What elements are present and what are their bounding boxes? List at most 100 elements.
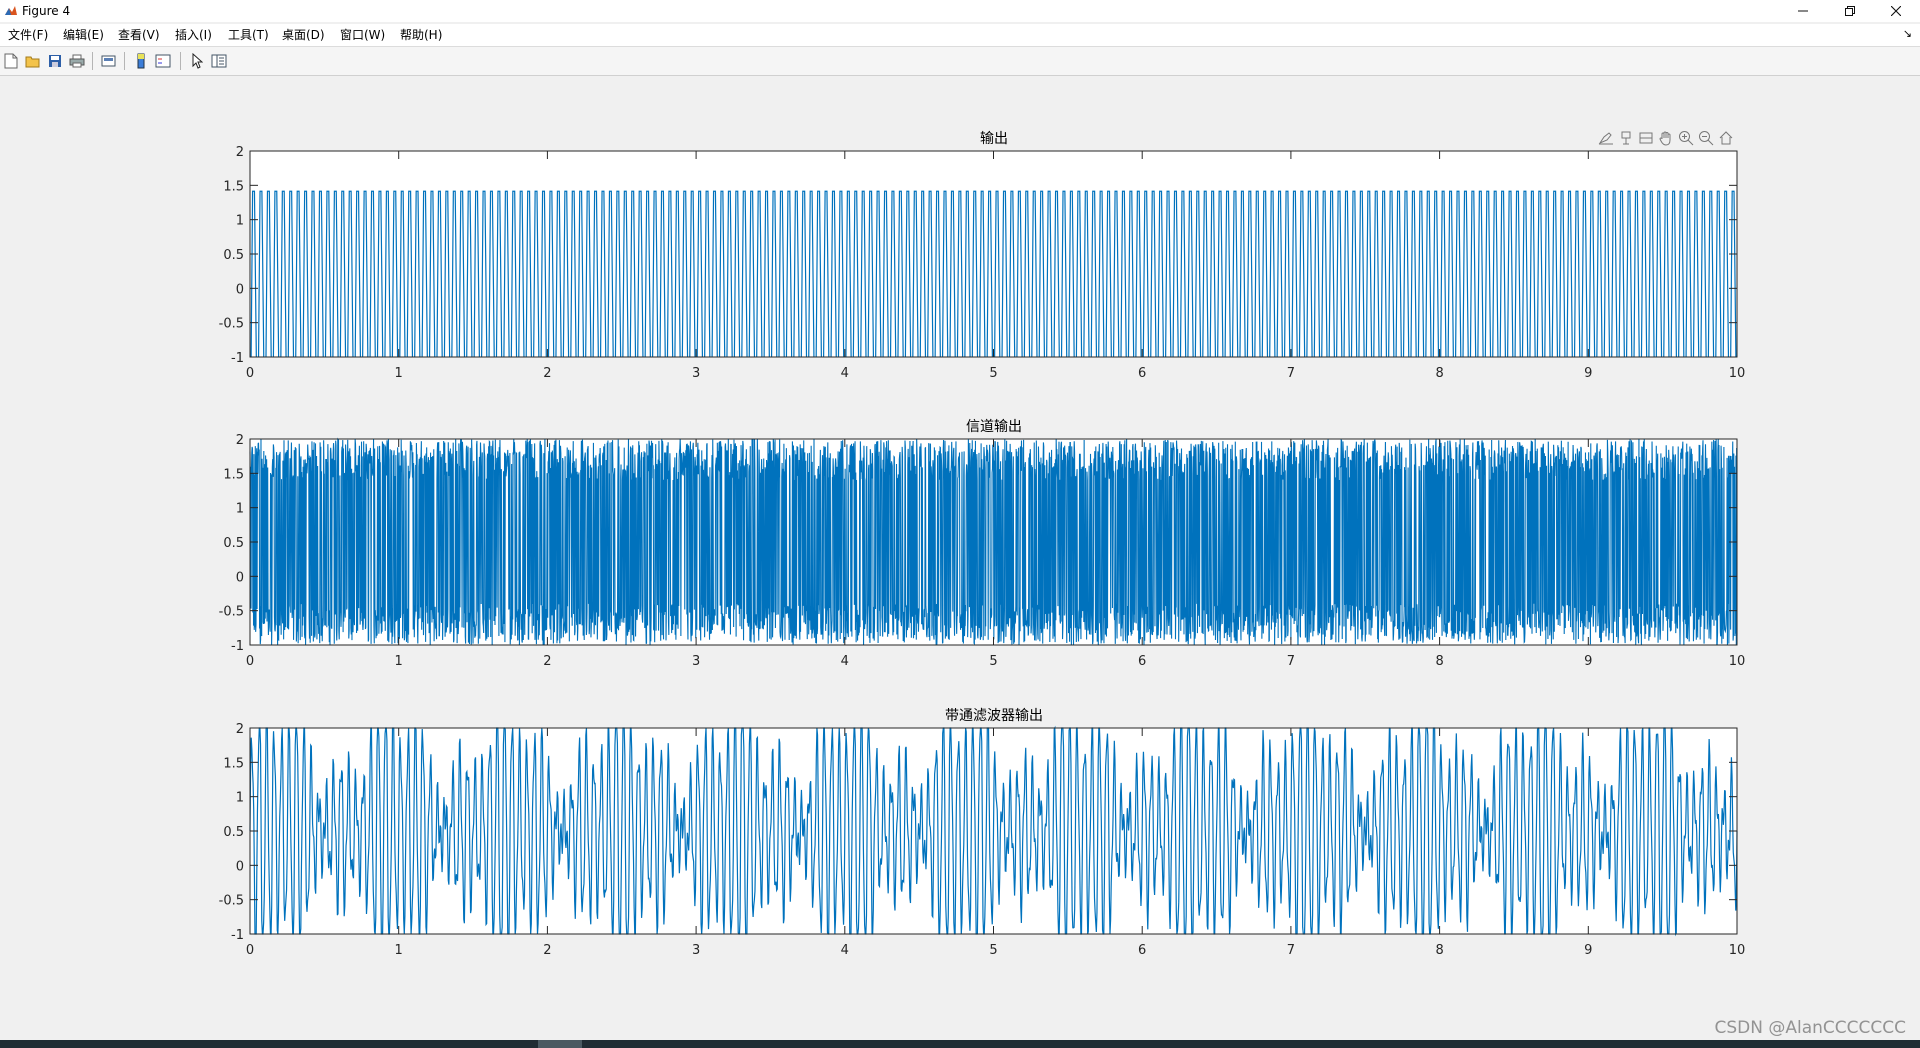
minimize-button[interactable] (1780, 0, 1825, 22)
y-tick-label: -1 (231, 639, 244, 654)
x-tick-label: 1 (395, 943, 403, 958)
print-icon[interactable] (68, 52, 86, 70)
menu-bar: 文件(F) 编辑(E) 查看(V) 插入(I) 工具(T) 桌面(D) 窗口(W… (0, 24, 1920, 47)
y-tick-label: 2 (236, 145, 244, 160)
close-button[interactable] (1873, 0, 1918, 22)
print-preview-icon[interactable] (100, 52, 118, 70)
brush-icon[interactable] (1596, 128, 1615, 148)
menu-view[interactable]: 查看(V) (118, 28, 160, 42)
x-tick-label: 9 (1584, 654, 1592, 669)
y-tick-label: -1 (231, 928, 244, 943)
x-tick-label: 8 (1435, 943, 1443, 958)
menu-desktop[interactable]: 桌面(D) (282, 28, 325, 42)
x-tick-label: 10 (1729, 366, 1746, 381)
menu-help[interactable]: 帮助(H) (400, 28, 443, 42)
x-tick-label: 2 (543, 943, 551, 958)
x-tick-label: 5 (989, 654, 997, 669)
link-icon[interactable] (1636, 128, 1655, 148)
y-tick-label: -0.5 (219, 317, 244, 332)
new-figure-icon[interactable] (2, 52, 20, 70)
x-tick-label: 7 (1287, 654, 1295, 669)
y-tick-label: 1 (236, 502, 244, 517)
toolbar-separator (124, 52, 125, 70)
taskbar-item[interactable] (538, 1040, 582, 1048)
close-icon (1890, 6, 1901, 16)
x-tick-label: 8 (1435, 366, 1443, 381)
x-tick-label: 9 (1584, 943, 1592, 958)
x-tick-label: 1 (395, 654, 403, 669)
window-title: Figure 4 (22, 4, 71, 18)
figure-toolbar (0, 47, 1920, 76)
y-tick-label: 0 (236, 282, 244, 297)
zoom-out-icon[interactable] (1696, 128, 1715, 148)
zoom-in-icon[interactable] (1676, 128, 1695, 148)
x-tick-label: 10 (1729, 943, 1746, 958)
open-folder-icon[interactable] (24, 52, 42, 70)
minimize-icon (1797, 10, 1808, 12)
x-tick-label: 3 (692, 366, 700, 381)
property-inspector-icon[interactable] (210, 52, 228, 70)
x-tick-label: 8 (1435, 654, 1443, 669)
x-tick-label: 5 (989, 366, 997, 381)
menu-insert[interactable]: 插入(I) (175, 28, 212, 42)
axes-3-title: 带通滤波器输出 (945, 708, 1043, 724)
restore-icon (1844, 6, 1855, 16)
data-tips-icon[interactable] (1616, 128, 1635, 148)
x-tick-label: 1 (395, 366, 403, 381)
x-tick-label: 2 (543, 654, 551, 669)
save-icon[interactable] (46, 52, 64, 70)
x-tick-label: 9 (1584, 366, 1592, 381)
y-tick-label: 1.5 (223, 756, 244, 771)
y-tick-label: 1.5 (223, 179, 244, 194)
restore-button[interactable] (1827, 0, 1872, 22)
menu-tools[interactable]: 工具(T) (228, 28, 269, 42)
taskbar (0, 1040, 1920, 1048)
colorbar-icon[interactable] (132, 52, 150, 70)
y-tick-label: 0.5 (223, 248, 244, 263)
y-tick-label: 0 (236, 859, 244, 874)
window-titlebar: Figure 4 (0, 0, 1920, 22)
x-tick-label: 7 (1287, 366, 1295, 381)
y-tick-label: 0 (236, 570, 244, 585)
y-tick-label: 1 (236, 791, 244, 806)
y-tick-label: 2 (236, 722, 244, 737)
axes-1-series-line (250, 190, 1737, 358)
dock-arrow-icon[interactable]: ↘ (1902, 27, 1912, 40)
x-tick-label: 5 (989, 943, 997, 958)
x-tick-label: 0 (246, 654, 254, 669)
x-tick-label: 4 (841, 943, 849, 958)
watermark: CSDN @AlanCCCCCCC (1714, 1018, 1906, 1038)
pan-hand-icon[interactable] (1656, 128, 1675, 148)
x-tick-label: 0 (246, 366, 254, 381)
x-tick-label: 4 (841, 654, 849, 669)
edit-plot-arrow-icon[interactable] (188, 52, 206, 70)
y-tick-label: 1.5 (223, 467, 244, 482)
y-tick-label: -1 (231, 351, 244, 366)
x-tick-label: 6 (1138, 943, 1146, 958)
toolbar-separator (180, 52, 181, 70)
y-tick-label: -0.5 (219, 605, 244, 620)
home-icon[interactable] (1716, 128, 1735, 148)
menu-edit[interactable]: 编辑(E) (63, 28, 104, 42)
y-tick-label: 0.5 (223, 536, 244, 551)
axes-toolbar (1596, 128, 1735, 148)
y-tick-label: 2 (236, 433, 244, 448)
axes-2-series-line (249, 437, 1738, 646)
menu-window[interactable]: 窗口(W) (340, 28, 386, 42)
legend-icon[interactable] (154, 52, 172, 70)
y-tick-label: 1 (236, 214, 244, 229)
axes-2-title: 信道输出 (966, 419, 1022, 435)
axes-1-title: 输出 (980, 131, 1008, 147)
matlab-app-icon (5, 6, 17, 15)
toolbar-separator (92, 52, 93, 70)
y-tick-label: -0.5 (219, 894, 244, 909)
axes-1-background (250, 151, 1737, 357)
x-tick-label: 2 (543, 366, 551, 381)
x-tick-label: 0 (246, 943, 254, 958)
menu-file[interactable]: 文件(F) (8, 28, 49, 42)
x-tick-label: 7 (1287, 943, 1295, 958)
x-tick-label: 3 (692, 654, 700, 669)
x-tick-label: 10 (1729, 654, 1746, 669)
x-tick-label: 4 (841, 366, 849, 381)
